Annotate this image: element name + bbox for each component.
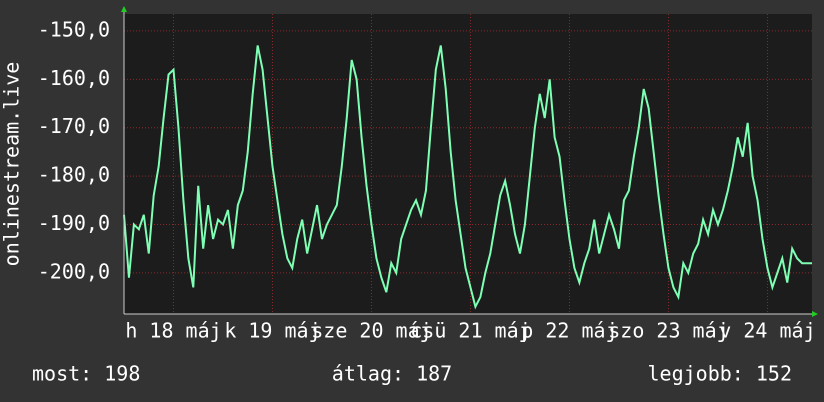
plot-area xyxy=(124,14,812,314)
y-arrow xyxy=(121,6,127,12)
stat-average: átlag: 187 xyxy=(332,362,452,386)
stat-current: most: 198 xyxy=(32,362,140,386)
y-axis-label: onlinestream.live xyxy=(0,62,24,267)
y-tick-label: -180,0 xyxy=(38,163,110,187)
x-tick-label: v 24 máj xyxy=(719,319,815,343)
plot-layer xyxy=(123,14,812,314)
y-tick-label: -170,0 xyxy=(38,114,110,138)
x-tick-label: p 22 máj xyxy=(521,319,617,343)
x-tick-label: szo 23 máj xyxy=(608,319,728,343)
y-tick-label: -200,0 xyxy=(38,259,110,283)
y-tick-label: -190,0 xyxy=(38,211,110,235)
x-tick-label: k 19 máj xyxy=(224,319,320,343)
data-line xyxy=(123,45,812,310)
x-tick-label: h 18 máj xyxy=(125,319,221,343)
stat-best: legjobb: 152 xyxy=(648,362,793,386)
y-tick-label: -160,0 xyxy=(38,66,110,90)
y-tick-label: -150,0 xyxy=(38,17,110,41)
x-tick-label: csü 21 máj xyxy=(410,319,530,343)
x-arrow xyxy=(812,311,818,317)
x-tick-label: sze 20 máj xyxy=(311,319,431,343)
